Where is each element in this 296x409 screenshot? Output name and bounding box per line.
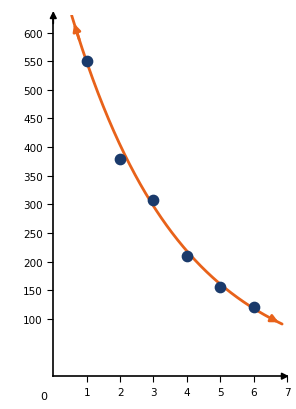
Point [184, 253, 189, 260]
Point [251, 304, 256, 311]
Point [118, 156, 123, 162]
Text: 0: 0 [40, 391, 47, 400]
Point [218, 284, 223, 291]
Point [151, 197, 156, 204]
Point [84, 59, 89, 65]
